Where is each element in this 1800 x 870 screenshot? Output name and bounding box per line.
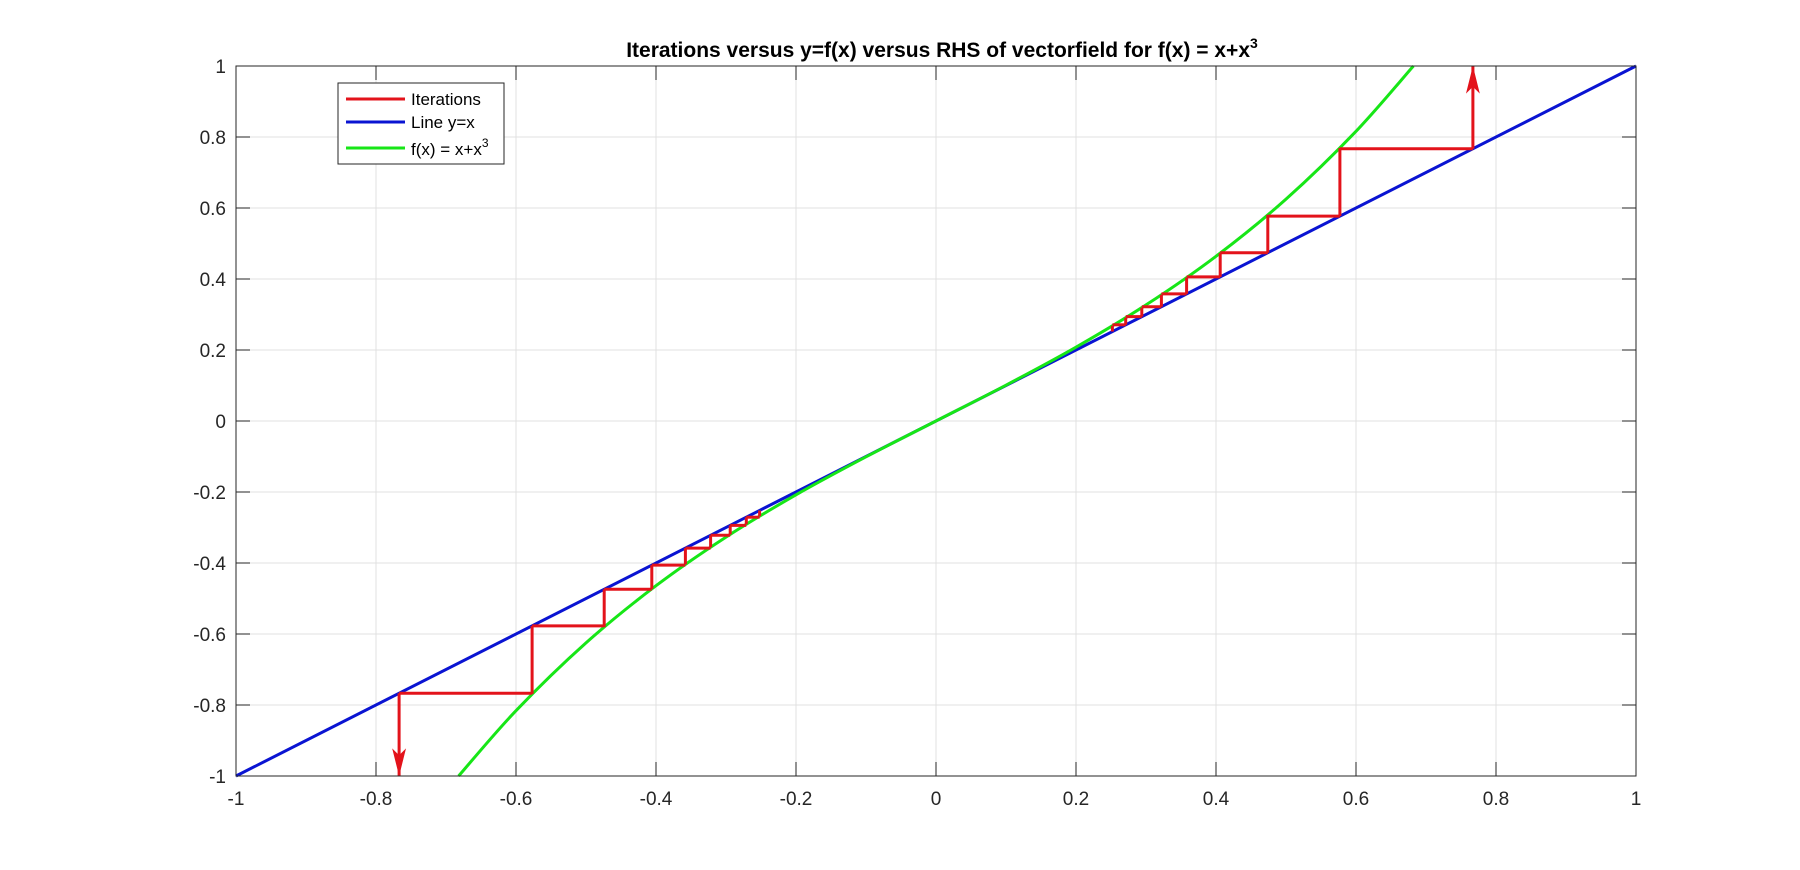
y-tick-label: 0.4 bbox=[200, 270, 227, 291]
legend-label-line: Line y=x bbox=[411, 113, 475, 132]
legend-label-iterations: Iterations bbox=[411, 90, 481, 109]
x-tick-label: 0.8 bbox=[1483, 789, 1509, 810]
y-tick-label: 0 bbox=[215, 412, 226, 433]
x-tick-label: -0.2 bbox=[780, 789, 813, 810]
legend: Iterations Line y=x f(x) = x+x3 bbox=[337, 82, 505, 165]
x-tick-label: 0.2 bbox=[1063, 789, 1089, 810]
y-tick-label: -1 bbox=[209, 767, 226, 788]
y-tick-label: -0.8 bbox=[193, 696, 226, 717]
x-tick-label: 0.4 bbox=[1203, 789, 1230, 810]
axis-ticks bbox=[235, 65, 1637, 777]
chart-title-superscript: 3 bbox=[1250, 35, 1258, 51]
x-tick-label: -0.6 bbox=[500, 789, 533, 810]
y-tick-label: 0.2 bbox=[200, 341, 226, 362]
chart-title: Iterations versus y=f(x) versus RHS of v… bbox=[626, 35, 1258, 62]
x-tick-label: 0.6 bbox=[1343, 789, 1369, 810]
x-tick-label: -0.4 bbox=[640, 789, 673, 810]
legend-label-curve-main: f(x) = x+x bbox=[411, 140, 482, 159]
y-tick-label: 1 bbox=[215, 57, 226, 78]
chart-title-main: Iterations versus y=f(x) versus RHS of v… bbox=[626, 39, 1250, 62]
x-tick-label: 1 bbox=[1631, 789, 1642, 810]
tick-labels: -1 -0.8 -0.6 -0.4 -0.2 0 0.2 0.4 0.6 0.8 1 1 0.8 0.6 0… bbox=[193, 57, 1641, 810]
x-tick-label: -0.8 bbox=[360, 789, 393, 810]
x-tick-label: -1 bbox=[228, 789, 245, 810]
legend-label-curve: f(x) = x+x3 bbox=[411, 136, 489, 159]
data-series bbox=[235, 64, 1637, 778]
y-tick-label: -0.4 bbox=[193, 554, 226, 575]
y-tick-label: -0.2 bbox=[193, 483, 226, 504]
y-tick-label: -0.6 bbox=[193, 625, 226, 646]
legend-label-curve-superscript: 3 bbox=[482, 136, 489, 150]
x-tick-label: 0 bbox=[931, 789, 942, 810]
series-curve-f-of-x bbox=[457, 65, 1415, 777]
y-tick-label: 0.6 bbox=[200, 199, 226, 220]
iteration-arrow-head bbox=[392, 748, 407, 775]
y-tick-label: 0.8 bbox=[200, 128, 226, 149]
iteration-arrow-head bbox=[1465, 67, 1480, 94]
